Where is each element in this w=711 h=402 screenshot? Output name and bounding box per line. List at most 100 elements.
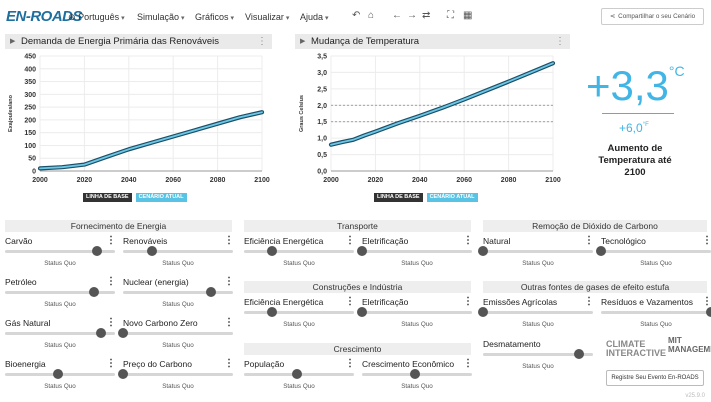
slider-track[interactable] <box>123 373 233 376</box>
slider[interactable]: Resíduos e Vazamentos ⋮ Status Quo <box>601 296 711 331</box>
mit-logo[interactable]: MIT MANAGEMENT <box>668 336 711 354</box>
slider-track[interactable] <box>123 291 233 294</box>
slider-menu-icon[interactable]: ⋮ <box>702 296 711 307</box>
compare-icon[interactable]: ⇄ <box>422 10 431 21</box>
slider-track[interactable] <box>483 311 593 314</box>
slider[interactable]: Nuclear (energia) ⋮ Status Quo <box>123 276 236 311</box>
back-icon[interactable]: ← <box>392 10 402 21</box>
slider-track[interactable] <box>483 353 593 356</box>
slider-track[interactable] <box>123 250 233 253</box>
slider-status: Status Quo <box>401 260 433 267</box>
slider[interactable]: Desmatamento Status Quo <box>483 339 596 373</box>
slider-track[interactable] <box>601 250 711 253</box>
slider-menu-icon[interactable]: ⋮ <box>463 235 473 246</box>
slider-menu-icon[interactable]: ⋮ <box>106 317 116 328</box>
slider-menu-icon[interactable]: ⋮ <box>345 296 355 307</box>
slider-track[interactable] <box>601 311 711 314</box>
slider[interactable]: Novo Carbono Zero ⋮ Status Quo <box>118 317 236 352</box>
slider[interactable]: Bioenergia ⋮ Status Quo <box>5 358 118 393</box>
slider[interactable]: Eficiência Energética ⋮ Status Quo <box>244 296 357 331</box>
slider-handle[interactable] <box>118 328 128 338</box>
slider-handle[interactable] <box>596 246 606 256</box>
share-scenario-button[interactable]: ⋖ Compartilhar o seu Cenário <box>601 8 704 25</box>
forward-icon[interactable]: → <box>407 10 417 21</box>
slider-handle[interactable] <box>92 246 103 256</box>
menu-simulacao[interactable]: Simulação ▾ <box>137 12 185 22</box>
slider[interactable]: Eficiência Energética ⋮ Status Quo <box>244 235 357 270</box>
slider[interactable]: Carvão ⋮ Status Quo <box>5 235 118 270</box>
slider-menu-icon[interactable]: ⋮ <box>224 358 234 369</box>
slider-track[interactable] <box>362 311 472 314</box>
slider-handle[interactable] <box>573 349 584 359</box>
slider-handle[interactable] <box>291 369 302 379</box>
slider-handle[interactable] <box>478 246 488 256</box>
slider-handle[interactable] <box>95 328 106 338</box>
slider-track[interactable] <box>362 250 472 253</box>
slider-menu-icon[interactable]: ⋮ <box>345 358 355 369</box>
menu-ajuda[interactable]: Ajuda ▾ <box>300 12 329 22</box>
slider[interactable]: Crescimento Econômico ⋮ Status Quo <box>362 358 475 393</box>
slider[interactable]: Renováveis ⋮ Status Quo <box>123 235 236 270</box>
slider-handle[interactable] <box>409 369 420 379</box>
slider-menu-icon[interactable]: ⋮ <box>106 358 116 369</box>
slider-track[interactable] <box>5 291 115 294</box>
legend-baseline[interactable]: LINHA DE BASE <box>83 193 132 202</box>
slider-menu-icon[interactable]: ⋮ <box>584 235 594 246</box>
right-chart-header[interactable]: ▶ Mudança de Temperatura ⋮ <box>295 34 570 49</box>
slider[interactable]: Natural ⋮ Status Quo <box>478 235 596 270</box>
slider-handle[interactable] <box>706 307 711 317</box>
slider-track[interactable] <box>5 332 115 335</box>
menu-graficos[interactable]: Gráficos ▾ <box>195 12 235 22</box>
slider-menu-icon[interactable]: ⋮ <box>345 235 355 246</box>
more-options-icon[interactable]: ⋮ <box>555 36 565 47</box>
expand-icon[interactable]: ▶ <box>10 38 16 45</box>
slider-handle[interactable] <box>357 246 367 256</box>
slider-menu-icon[interactable]: ⋮ <box>224 317 234 328</box>
register-event-button[interactable]: Registre Seu Evento En-ROADS <box>606 370 704 386</box>
slider[interactable]: Emissões Agrícolas ⋮ Status Quo <box>478 296 596 331</box>
menu-visualizar[interactable]: Visualizar ▾ <box>245 12 290 22</box>
slider-menu-icon[interactable]: ⋮ <box>702 235 711 246</box>
slider[interactable]: Gás Natural ⋮ Status Quo <box>5 317 118 352</box>
slider-track[interactable] <box>5 250 115 253</box>
slider-menu-icon[interactable]: ⋮ <box>463 296 473 307</box>
slider[interactable]: População ⋮ Status Quo <box>244 358 357 393</box>
slider-handle[interactable] <box>266 246 277 256</box>
slider-track[interactable] <box>123 332 233 335</box>
grid-icon[interactable]: ▦ <box>463 10 473 21</box>
legend-current[interactable]: CENÁRIO ATUAL <box>426 193 478 202</box>
slider-menu-icon[interactable]: ⋮ <box>106 235 116 246</box>
slider-handle[interactable] <box>89 287 100 297</box>
legend-current[interactable]: CENÁRIO ATUAL <box>135 193 187 202</box>
slider[interactable]: Petróleo ⋮ Status Quo <box>5 276 118 311</box>
fullscreen-icon[interactable]: ⛶ <box>447 10 454 21</box>
slider-menu-icon[interactable]: ⋮ <box>584 296 594 307</box>
slider-menu-icon[interactable]: ⋮ <box>224 235 234 246</box>
slider-handle[interactable] <box>52 369 63 379</box>
app-logo[interactable]: EN-ROADS <box>6 8 83 25</box>
slider[interactable]: Eletrificação ⋮ Status Quo <box>357 235 475 270</box>
slider-menu-icon[interactable]: ⋮ <box>106 276 116 287</box>
slider-handle[interactable] <box>206 287 216 297</box>
slider-handle[interactable] <box>146 246 157 256</box>
slider-menu-icon[interactable]: ⋮ <box>224 276 234 287</box>
expand-icon[interactable]: ▶ <box>300 38 306 45</box>
slider[interactable]: Eletrificação ⋮ Status Quo <box>357 296 475 331</box>
slider-track[interactable] <box>244 250 354 253</box>
slider-handle[interactable] <box>357 307 367 317</box>
undo-icon[interactable]: ↶ <box>352 10 361 21</box>
legend-baseline[interactable]: LINHA DE BASE <box>374 193 423 202</box>
home-icon[interactable]: ⌂ <box>368 10 375 21</box>
climate-interactive-logo[interactable]: CLIMATE INTERACTIVE <box>606 339 667 358</box>
slider-menu-icon[interactable]: ⋮ <box>463 358 473 369</box>
more-options-icon[interactable]: ⋮ <box>257 36 267 47</box>
slider-track[interactable] <box>483 250 593 253</box>
slider[interactable]: Preço do Carbono ⋮ Status Quo <box>118 358 236 393</box>
left-chart-header[interactable]: ▶ Demanda de Energia Primária das Renová… <box>5 34 272 49</box>
slider-track[interactable] <box>244 311 354 314</box>
slider-handle[interactable] <box>266 307 277 317</box>
slider[interactable]: Tecnológico ⋮ Status Quo <box>596 235 711 270</box>
slider-handle[interactable] <box>118 369 128 379</box>
language-menu[interactable]: ⊕ Português ▾ <box>68 12 125 22</box>
slider-handle[interactable] <box>478 307 488 317</box>
